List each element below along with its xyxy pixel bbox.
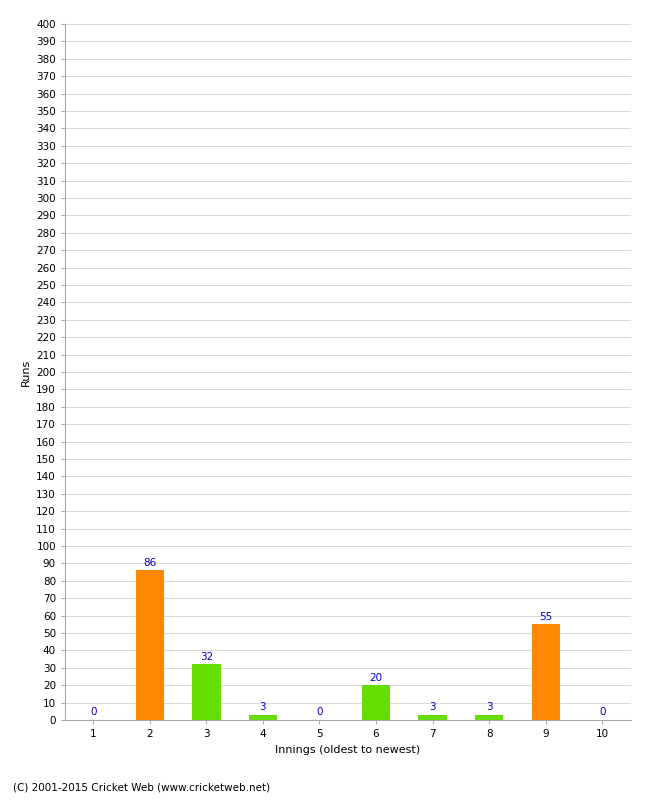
Text: 3: 3 (429, 702, 436, 712)
Bar (419, 714, 447, 720)
Y-axis label: Runs: Runs (21, 358, 31, 386)
Bar (532, 624, 560, 720)
Bar (362, 685, 390, 720)
Text: 3: 3 (259, 702, 266, 712)
Text: 32: 32 (200, 652, 213, 662)
Text: 0: 0 (317, 707, 323, 718)
Bar (475, 714, 503, 720)
Text: 0: 0 (599, 707, 606, 718)
Text: 86: 86 (143, 558, 157, 568)
Bar (192, 664, 220, 720)
Text: 3: 3 (486, 702, 493, 712)
Text: (C) 2001-2015 Cricket Web (www.cricketweb.net): (C) 2001-2015 Cricket Web (www.cricketwe… (13, 782, 270, 792)
Bar (249, 714, 277, 720)
Bar (136, 570, 164, 720)
X-axis label: Innings (oldest to newest): Innings (oldest to newest) (275, 745, 421, 754)
Text: 20: 20 (369, 673, 383, 682)
Text: 55: 55 (539, 612, 552, 622)
Text: 0: 0 (90, 707, 97, 718)
